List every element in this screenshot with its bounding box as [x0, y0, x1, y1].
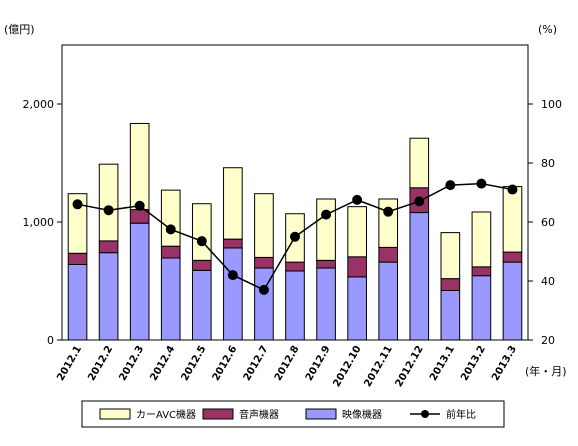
bar-segment: [316, 198, 336, 261]
yoy-point: [72, 199, 83, 210]
bar-segment: [191, 259, 212, 271]
bar-segment: [378, 246, 399, 263]
bar-segment: [160, 189, 181, 247]
bar-segment: [254, 193, 274, 258]
yoy-line: [72, 178, 518, 295]
bar-segment: [129, 222, 150, 341]
bar-segment: [409, 212, 430, 341]
category-label: 2012.2: [86, 344, 115, 383]
legend-label: 前年比: [446, 408, 476, 421]
category-labels: 2012.1 2012.2 2012.3 2012.4 2012.5 2012.6 2012…: [55, 344, 519, 389]
bar-segment: [471, 211, 492, 268]
bar-segment: [67, 252, 88, 265]
bar-segment: [378, 261, 399, 341]
bar-segment: [223, 238, 243, 249]
bar-segment: [129, 122, 150, 211]
bar-segment: [347, 276, 367, 341]
category-label: 2013.2: [459, 344, 488, 383]
bar-segment: [378, 198, 399, 248]
category-label: 2012.12: [394, 344, 426, 389]
category-label: 2012.7: [242, 344, 271, 383]
category-label: 2012.10: [331, 344, 363, 389]
right-tick-label: 40: [541, 275, 555, 288]
category-label: 2012.5: [180, 344, 209, 383]
bar-segment: [98, 163, 119, 242]
bar-segment: [440, 289, 461, 341]
bar-segment: [347, 256, 367, 278]
category-label: 2012.8: [273, 344, 302, 383]
yoy-point: [507, 184, 518, 195]
bar-segment: [285, 270, 305, 341]
bar-segment: [347, 206, 367, 258]
yoy-point: [134, 200, 145, 211]
bar-segment: [502, 251, 523, 263]
left-axis-unit: (億円): [4, 23, 35, 36]
yoy-point: [165, 224, 176, 235]
category-label: 2012.3: [117, 344, 146, 383]
bar-segment: [471, 266, 492, 277]
bar-segment: [67, 193, 88, 254]
yoy-point: [476, 178, 487, 189]
left-tick-label: 1,000: [23, 216, 55, 229]
bar-segment: [502, 186, 523, 253]
yoy-point: [103, 205, 114, 216]
category-label: 2012.1: [55, 344, 84, 383]
legend-swatch: [305, 408, 337, 420]
bars: [67, 122, 523, 341]
bar-segment: [285, 261, 305, 272]
category-label: 2013.3: [490, 344, 519, 383]
legend-label: 音声機器: [239, 408, 279, 421]
left-tick-label: 2,000: [23, 98, 55, 111]
yoy-point: [290, 231, 300, 242]
right-axis-unit: (%): [538, 23, 557, 36]
legend-swatch: [202, 408, 234, 420]
category-label: 2012.11: [362, 344, 394, 389]
bar-segment: [440, 232, 461, 280]
yoy-point: [445, 180, 456, 191]
yoy-point: [196, 236, 207, 247]
right-axis-ticks: 20 40 60 80 100: [528, 98, 562, 347]
category-label: 2012.9: [304, 344, 333, 383]
legend-label: 映像機器: [342, 408, 382, 421]
bar-segment: [191, 269, 212, 341]
bar-segment: [316, 267, 336, 341]
left-tick-label: 0: [47, 334, 54, 347]
bar-segment: [160, 257, 181, 341]
left-axis-ticks: 0 1,000 2,000: [23, 98, 62, 347]
bar-segment: [223, 167, 243, 240]
category-label: 2012.4: [149, 344, 178, 383]
yoy-point: [227, 270, 238, 281]
right-tick-label: 20: [541, 334, 555, 347]
bar-segment: [316, 259, 336, 269]
bar-segment: [98, 252, 119, 341]
right-tick-label: 80: [541, 157, 555, 170]
yoy-point: [414, 196, 425, 207]
yoy-point: [352, 194, 363, 205]
yoy-point: [383, 206, 394, 217]
category-label: 2012.6: [211, 344, 240, 383]
right-tick-label: 100: [541, 98, 562, 111]
bar-segment: [471, 275, 492, 341]
bar-segment: [98, 240, 119, 254]
category-label: 2013.1: [428, 344, 457, 383]
bar-segment: [160, 245, 181, 259]
legend-swatch: [99, 408, 131, 420]
bar-segment: [502, 261, 523, 341]
legend-marker: [421, 410, 429, 418]
yoy-point: [321, 209, 332, 220]
yoy-point: [258, 284, 269, 295]
bar-segment: [440, 278, 461, 291]
bar-segment: [409, 137, 430, 189]
right-tick-label: 60: [541, 216, 555, 229]
bar-segment: [254, 256, 274, 269]
bar-segment: [223, 247, 243, 341]
bar-segment: [67, 263, 88, 341]
x-axis-label: (年・月): [525, 364, 567, 378]
bar-segment: [191, 203, 212, 261]
legend-label: カーAVC機器: [136, 408, 196, 421]
legend: カーAVC機器 音声機器 映像機器 前年比: [81, 400, 505, 428]
